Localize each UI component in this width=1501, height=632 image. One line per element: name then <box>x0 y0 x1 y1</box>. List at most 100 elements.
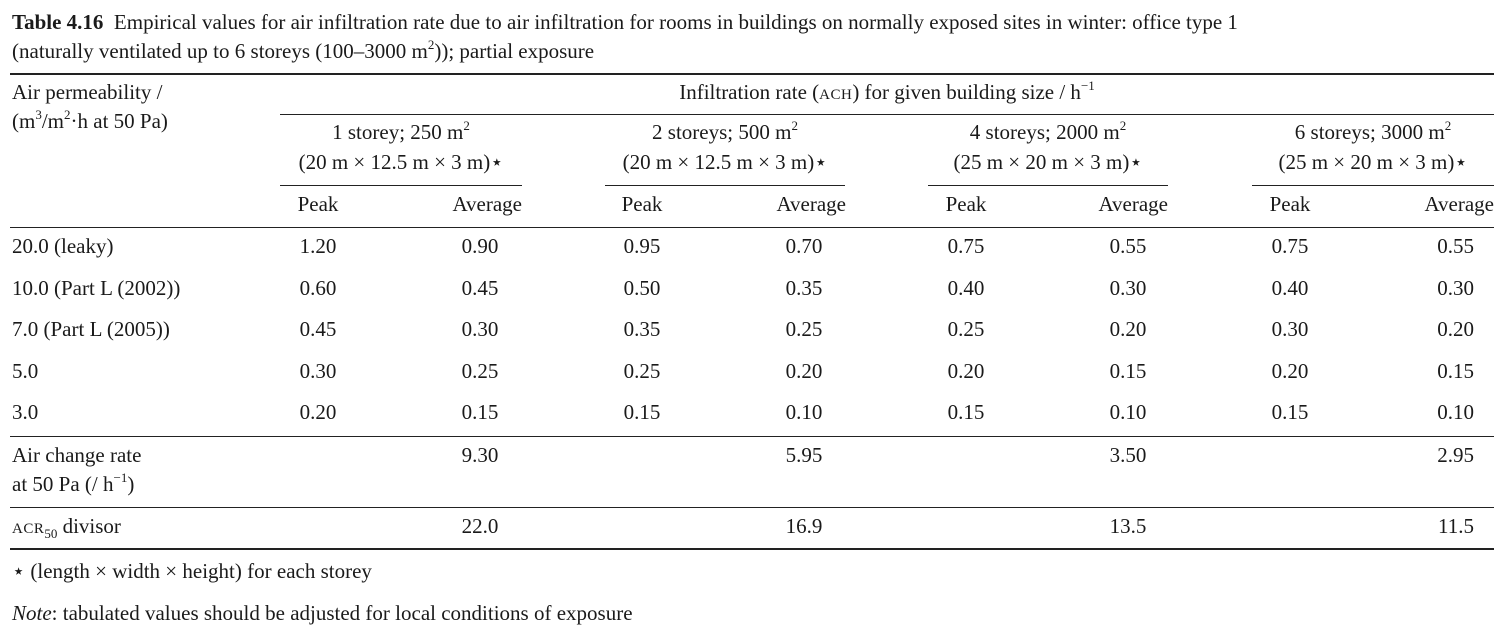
cell-average: 0.55 <box>1437 234 1474 258</box>
cell-average: 0.90 <box>461 234 499 258</box>
acr-label-sup: −1 <box>113 470 128 485</box>
group-3-line-2: (25 m × 20 m × 3 m)⋆ <box>953 150 1143 174</box>
cell-peak: 0.40 <box>1271 276 1309 300</box>
group-3-sup: 2 <box>1119 118 1127 133</box>
body-bottom-rule <box>10 436 1494 437</box>
cell-peak: 0.20 <box>1271 359 1309 383</box>
group-4-sup: 2 <box>1444 118 1452 133</box>
cell-average: 0.55 <box>1109 234 1147 258</box>
group-4-line-1: 6 storeys; 3000 m2 <box>1242 118 1501 147</box>
divisor-value: 16.9 <box>785 514 823 538</box>
stub-h-sup1: 3 <box>35 107 42 122</box>
caption-line-1: Table 4.16 Empirical values for air infi… <box>12 8 1492 37</box>
acr-label-b: ) <box>127 472 135 496</box>
stub-h-c: ·h at 50 Pa) <box>70 109 168 133</box>
cell-peak: 0.15 <box>1271 400 1309 424</box>
cell-average: 0.45 <box>461 276 499 300</box>
cell-peak: 0.75 <box>947 234 985 258</box>
group-3-line-1: 4 storeys; 2000 m2 <box>917 118 1179 147</box>
cell-average: 0.30 <box>1109 276 1147 300</box>
cell-peak: 0.35 <box>623 317 661 341</box>
row-label: 20.0 (leaky) <box>12 234 114 258</box>
table-bottom-rule <box>10 548 1494 550</box>
divisor-value: 13.5 <box>1109 514 1147 538</box>
row-label: 7.0 (Part L (2005)) <box>12 317 170 341</box>
row-label: 5.0 <box>12 359 39 383</box>
cell-peak: 0.20 <box>947 359 985 383</box>
spanner-sup: −1 <box>1080 78 1095 93</box>
cell-average: 0.15 <box>1109 359 1147 383</box>
average-header-2: Average <box>776 192 846 216</box>
caption-sup: 2 <box>427 37 435 52</box>
group-2-size: 2 storeys; 500 m <box>652 120 792 144</box>
peak-header-4: Peak <box>1269 192 1311 216</box>
note-text: : tabulated values should be adjusted fo… <box>51 601 633 625</box>
average-header-1: Average <box>452 192 522 216</box>
group-rule-1 <box>280 185 522 186</box>
acr-bottom-rule <box>10 507 1494 508</box>
group-2-line-2: (20 m × 12.5 m × 3 m)⋆ <box>622 150 828 174</box>
group-3-size: 4 storeys; 2000 m <box>969 120 1120 144</box>
spanner-b: ) for given building size / h <box>852 80 1081 104</box>
stub-header-line-2: (m3/m2·h at 50 Pa) <box>12 107 168 136</box>
cell-average: 0.20 <box>1437 317 1474 341</box>
acr-value: 3.50 <box>1109 443 1147 467</box>
divisor-label-sc: ACR <box>12 521 45 537</box>
acr-label-a: at 50 Pa (/ h <box>12 472 114 496</box>
spanner-a: Infiltration rate ( <box>679 80 820 104</box>
acr-label-line-1: Air change rate <box>12 443 142 467</box>
cell-peak: 1.20 <box>299 234 337 258</box>
table-caption: Table 4.16 Empirical values for air infi… <box>12 8 1492 66</box>
caption-line-2: (naturally ventilated up to 6 storeys (1… <box>12 37 1492 66</box>
group-1-size: 1 storey; 250 m <box>332 120 464 144</box>
average-header-3: Average <box>1098 192 1168 216</box>
group-1-sup: 2 <box>463 118 470 133</box>
divisor-label-sub: 50 <box>44 526 58 542</box>
cell-peak: 0.40 <box>947 276 985 300</box>
divisor-label-b: divisor <box>57 514 121 538</box>
header-bottom-rule <box>10 227 1494 228</box>
cell-average: 0.70 <box>785 234 823 258</box>
cell-average: 0.30 <box>461 317 499 341</box>
group-1-line-2: (20 m × 12.5 m × 3 m)⋆ <box>298 150 504 174</box>
row-label: 10.0 (Part L (2002)) <box>12 276 181 300</box>
group-rule-2 <box>605 185 845 186</box>
stub-header-line-1: Air permeability / <box>12 80 163 104</box>
peak-header-1: Peak <box>297 192 339 216</box>
acr-label-line-2: at 50 Pa (/ h−1) <box>12 470 134 499</box>
spanner-sc: ACH <box>819 87 853 103</box>
cell-average: 0.25 <box>785 317 823 341</box>
acr-value: 9.30 <box>461 443 499 467</box>
group-2-line-1: 2 storeys; 500 m2 <box>594 118 856 147</box>
spanner-rule <box>280 114 1494 115</box>
cell-peak: 0.60 <box>299 276 337 300</box>
row-label: 3.0 <box>12 400 39 424</box>
cell-average: 0.15 <box>461 400 499 424</box>
cell-average: 0.20 <box>785 359 823 383</box>
cell-peak: 0.50 <box>623 276 661 300</box>
divisor-value: 11.5 <box>1438 514 1474 538</box>
group-2-sup: 2 <box>791 118 798 133</box>
cell-peak: 0.95 <box>623 234 661 258</box>
cell-average: 0.35 <box>785 276 823 300</box>
peak-header-3: Peak <box>945 192 987 216</box>
cell-average: 0.10 <box>1109 400 1147 424</box>
group-4-line-2: (25 m × 20 m × 3 m)⋆ <box>1278 150 1468 174</box>
cell-peak: 0.25 <box>947 317 985 341</box>
caption-text-2b: )); partial exposure <box>434 39 595 63</box>
divisor-label: ACR50 divisor <box>12 512 121 544</box>
cell-average: 0.20 <box>1109 317 1147 341</box>
cell-peak: 0.30 <box>1271 317 1309 341</box>
cell-peak: 0.15 <box>623 400 661 424</box>
acr-value: 5.95 <box>785 443 823 467</box>
stub-h-b: /m <box>41 109 64 133</box>
cell-peak: 0.20 <box>299 400 337 424</box>
cell-peak: 0.25 <box>623 359 661 383</box>
divisor-value: 22.0 <box>461 514 499 538</box>
cell-peak: 0.45 <box>299 317 337 341</box>
cell-peak: 0.15 <box>947 400 985 424</box>
group-4-size: 6 storeys; 3000 m <box>1294 120 1445 144</box>
group-rule-3 <box>928 185 1168 186</box>
cell-peak: 0.30 <box>299 359 337 383</box>
top-rule <box>10 73 1494 75</box>
